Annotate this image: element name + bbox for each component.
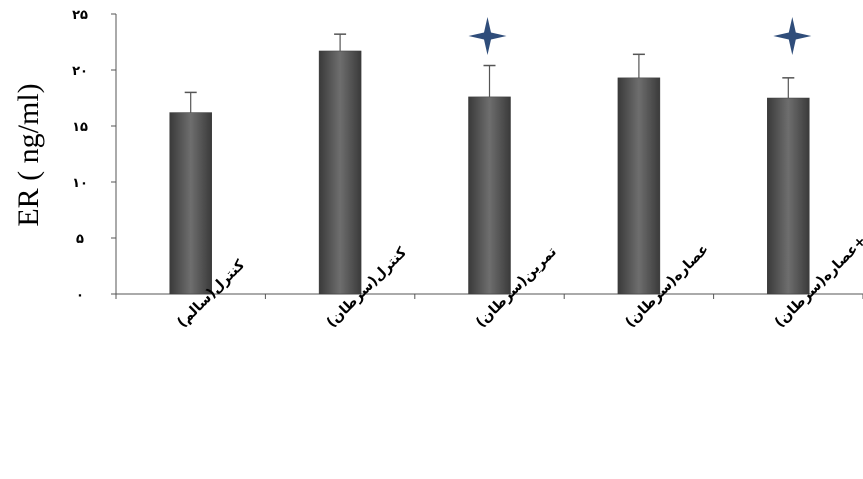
y-ticks: ۰ ۵ ۱۰ ۱۵ ۲۰ ۲۵ xyxy=(72,8,863,303)
bar xyxy=(468,96,511,295)
error-bars xyxy=(184,33,795,113)
bars xyxy=(169,50,810,295)
bar xyxy=(767,97,810,295)
category-labels: کنترل(سالم) کنترل(سرطان) تمرین(سرطان) عصاره… xyxy=(174,204,863,331)
y-axis-label: ER ( ng/ml) xyxy=(12,83,45,226)
y-tick-label: ۲۰ xyxy=(72,64,88,79)
significance-markers xyxy=(468,17,812,55)
bar xyxy=(318,50,362,295)
bar xyxy=(617,77,661,295)
bar xyxy=(169,112,212,295)
y-tick-label: ۱۰ xyxy=(72,176,88,191)
four-point-star-icon xyxy=(773,17,812,55)
four-point-star-icon xyxy=(468,17,507,55)
y-tick-label: ۲۵ xyxy=(72,8,88,23)
y-tick-label: ۱۵ xyxy=(72,120,88,135)
y-tick-label: ۰ xyxy=(76,288,84,303)
y-tick-label: ۵ xyxy=(76,232,84,247)
